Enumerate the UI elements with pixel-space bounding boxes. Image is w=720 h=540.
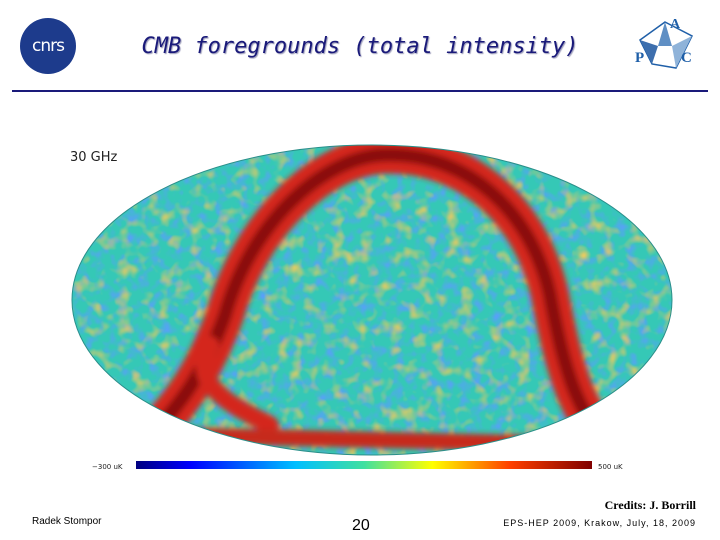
cnrs-logo: cnrs bbox=[20, 18, 76, 74]
footer-author: Radek Stompor bbox=[32, 516, 102, 527]
apc-letter-p: P bbox=[635, 50, 644, 66]
footer-event: EPS-HEP 2009, Krakow, July, 18, 2009 bbox=[503, 518, 696, 528]
credits-note: Credits: J. Borrill bbox=[604, 498, 696, 512]
header-divider bbox=[12, 90, 708, 92]
frequency-label: 30 GHz bbox=[70, 150, 118, 165]
scale-min-label: −300 uK bbox=[92, 463, 123, 471]
sky-map-figure: 30 GHz −300 uK 500 uK bbox=[70, 144, 673, 471]
apc-letter-c: C bbox=[681, 50, 692, 66]
apc-logo: A P C bbox=[635, 17, 694, 69]
slide-title: CMB foregrounds (total intensity) bbox=[141, 34, 579, 59]
cnrs-logo-text: cnrs bbox=[32, 36, 65, 56]
apc-letter-a: A bbox=[670, 17, 681, 32]
scale-max-label: 500 uK bbox=[598, 463, 623, 471]
color-scale-bar bbox=[136, 461, 592, 469]
footer-page-number: 20 bbox=[352, 517, 370, 534]
